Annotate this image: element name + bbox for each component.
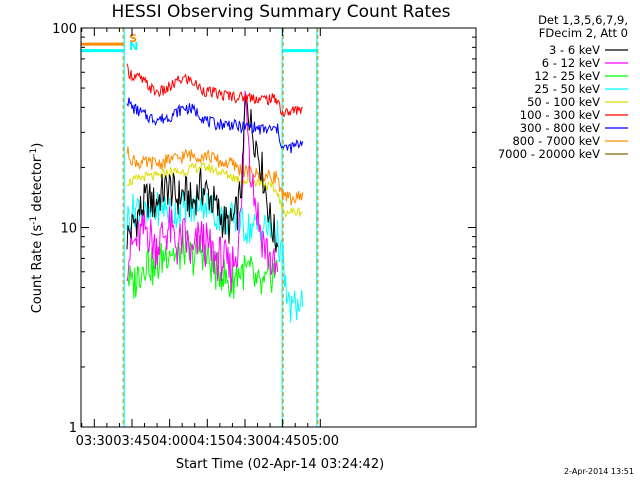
legend-entry-label: 6 - 12 keV bbox=[542, 56, 600, 70]
x-axis-ticks: 03:30 03:45 04:00 04:15 04:30 04:45 05:00 bbox=[76, 28, 339, 449]
y-axis-label-sup2: -1 bbox=[29, 148, 39, 157]
series-line bbox=[126, 94, 279, 253]
legend-entry-label: 300 - 800 keV bbox=[520, 121, 600, 135]
y-axis-label: Count Rate (s-1 detector-1) bbox=[29, 143, 45, 314]
x-tick-label: 04:30 bbox=[226, 434, 263, 449]
x-tick-label: 03:45 bbox=[113, 434, 150, 449]
legend-entry-label: 12 - 25 keV bbox=[534, 69, 600, 83]
series-line bbox=[126, 146, 304, 206]
instrument-flags: SN bbox=[129, 32, 138, 53]
legend-header-line-2: FDecim 2, Att 0 bbox=[539, 26, 628, 40]
legend-entry-label: 25 - 50 keV bbox=[534, 82, 600, 96]
legend: Det 1,3,5,6,7,9, FDecim 2, Att 0 3 - 6 k… bbox=[498, 13, 628, 161]
series-line bbox=[126, 97, 304, 154]
series-line bbox=[126, 161, 304, 218]
x-tick-label: 05:00 bbox=[302, 434, 339, 449]
x-tick-label: 04:15 bbox=[189, 434, 226, 449]
series-lines bbox=[126, 63, 304, 323]
x-axis-label: Start Time (02-Apr-14 03:24:42) bbox=[176, 457, 384, 472]
series-line bbox=[126, 63, 303, 117]
timestamp: 2-Apr-2014 13:51 bbox=[564, 467, 634, 476]
legend-entry-label: 50 - 100 keV bbox=[527, 95, 600, 109]
legend-header-line-1: Det 1,3,5,6,7,9, bbox=[538, 13, 628, 27]
series-line bbox=[126, 229, 279, 299]
y-axis-label-sup1: -1 bbox=[29, 216, 39, 225]
marker-lines bbox=[122, 28, 319, 427]
y-tick-label: 1 bbox=[69, 421, 77, 436]
x-tick-label: 04:45 bbox=[264, 434, 301, 449]
y-axis-ticks: 1 10 100 bbox=[52, 22, 476, 436]
step-lines bbox=[81, 42, 318, 53]
chart-title: HESSI Observing Summary Count Rates bbox=[111, 2, 450, 22]
x-tick-label: 04:00 bbox=[151, 434, 188, 449]
y-axis-label-mid: detector bbox=[30, 156, 45, 216]
flag-label: S bbox=[129, 32, 137, 45]
y-tick-label: 100 bbox=[52, 22, 77, 37]
y-axis-label-end: ) bbox=[30, 143, 45, 148]
legend-entry-label: 3 - 6 keV bbox=[549, 43, 600, 57]
legend-entry-label: 7000 - 20000 keV bbox=[498, 147, 600, 161]
y-tick-label: 10 bbox=[60, 222, 77, 237]
series-line bbox=[126, 187, 304, 323]
series-line bbox=[126, 90, 279, 291]
legend-entry-label: 100 - 300 keV bbox=[520, 108, 600, 122]
legend-entry-label: 800 - 7000 keV bbox=[512, 134, 600, 148]
x-tick-label: 03:30 bbox=[76, 434, 113, 449]
y-axis-label-main: Count Rate (s bbox=[30, 225, 45, 314]
flag-label: N bbox=[129, 40, 138, 53]
